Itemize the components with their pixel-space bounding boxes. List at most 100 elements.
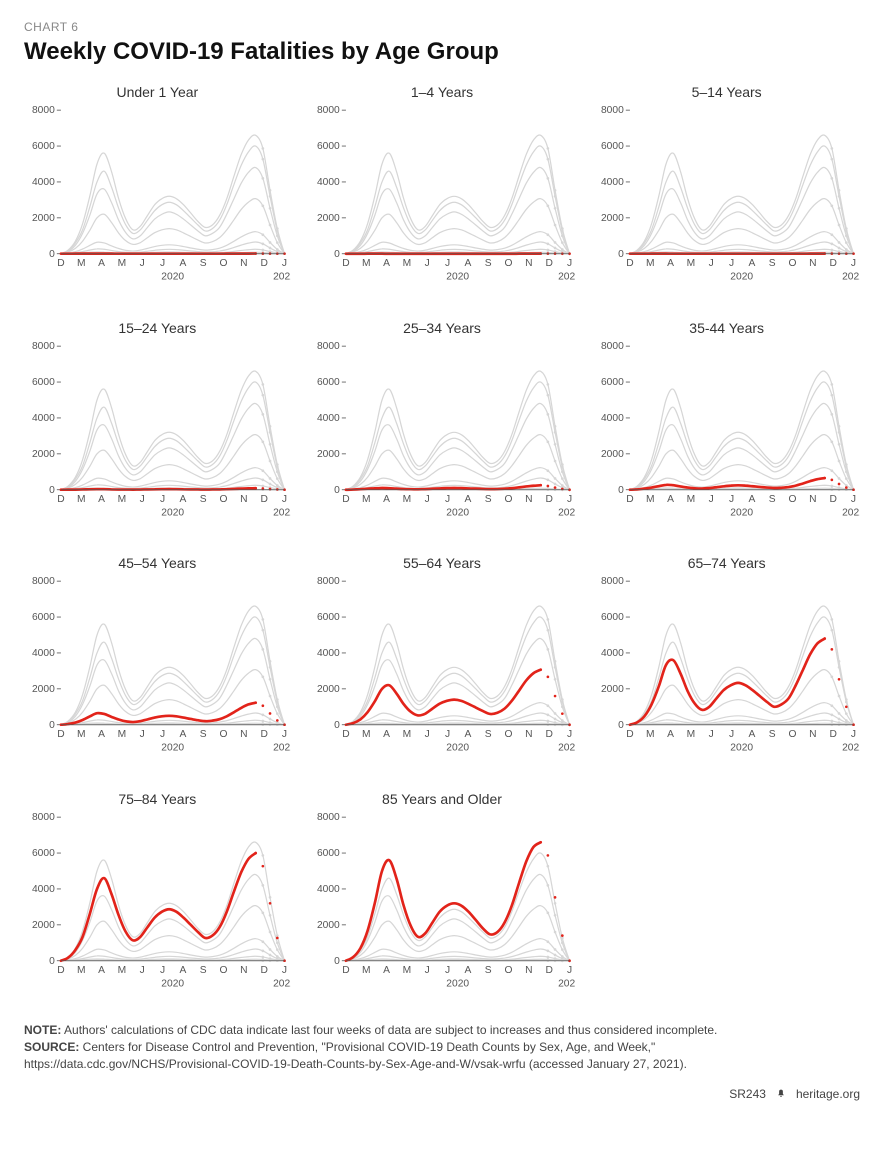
panel-chart: 02000400060008000DMAMJJASONDJ20202021 bbox=[593, 575, 860, 760]
svg-text:D: D bbox=[830, 729, 837, 740]
svg-text:M: M bbox=[77, 965, 86, 976]
svg-text:4000: 4000 bbox=[32, 884, 55, 895]
svg-text:2000: 2000 bbox=[317, 213, 340, 224]
svg-text:6000: 6000 bbox=[601, 141, 624, 152]
svg-text:O: O bbox=[504, 965, 512, 976]
svg-text:D: D bbox=[342, 494, 349, 505]
svg-text:M: M bbox=[362, 258, 371, 269]
panel-title: 65–74 Years bbox=[593, 555, 860, 571]
svg-text:J: J bbox=[567, 965, 572, 976]
svg-text:J: J bbox=[567, 494, 572, 505]
svg-text:8000: 8000 bbox=[317, 105, 340, 116]
svg-text:2021: 2021 bbox=[558, 743, 576, 754]
svg-text:6000: 6000 bbox=[317, 848, 340, 859]
svg-text:0: 0 bbox=[618, 720, 624, 731]
svg-text:M: M bbox=[77, 729, 86, 740]
svg-text:2000: 2000 bbox=[32, 213, 55, 224]
svg-text:M: M bbox=[118, 494, 127, 505]
svg-text:D: D bbox=[627, 494, 634, 505]
footer-id: SR243 bbox=[729, 1087, 766, 1101]
svg-text:M: M bbox=[687, 258, 696, 269]
svg-text:D: D bbox=[545, 729, 552, 740]
svg-text:M: M bbox=[687, 729, 696, 740]
svg-text:J: J bbox=[424, 965, 429, 976]
svg-text:4000: 4000 bbox=[317, 648, 340, 659]
svg-text:A: A bbox=[464, 965, 471, 976]
svg-text:A: A bbox=[383, 494, 390, 505]
svg-text:J: J bbox=[445, 494, 450, 505]
small-multiples-grid: Under 1 Year 0 2000 4000 6000 8000 D M A M J J A S O N D… bbox=[24, 84, 860, 1000]
svg-text:4000: 4000 bbox=[317, 413, 340, 424]
svg-text:M: M bbox=[362, 494, 371, 505]
panel-chart: 02000400060008000DMAMJJASONDJ20202021 bbox=[309, 575, 576, 760]
chart-panel: Under 1 Year02000400060008000DMAMJJASOND… bbox=[24, 84, 291, 294]
svg-text:2000: 2000 bbox=[32, 920, 55, 931]
panel-title: 15–24 Years bbox=[24, 320, 291, 336]
svg-text:O: O bbox=[504, 729, 512, 740]
svg-text:S: S bbox=[484, 494, 491, 505]
svg-text:A: A bbox=[98, 258, 105, 269]
svg-text:S: S bbox=[484, 258, 491, 269]
svg-text:2021: 2021 bbox=[273, 743, 291, 754]
svg-text:D: D bbox=[830, 258, 837, 269]
svg-text:A: A bbox=[464, 729, 471, 740]
svg-text:S: S bbox=[769, 729, 776, 740]
svg-text:A: A bbox=[179, 729, 186, 740]
svg-text:4000: 4000 bbox=[601, 413, 624, 424]
svg-text:S: S bbox=[200, 494, 207, 505]
svg-text:O: O bbox=[504, 258, 512, 269]
svg-text:6000: 6000 bbox=[32, 141, 55, 152]
svg-text:A: A bbox=[383, 729, 390, 740]
svg-text:J: J bbox=[851, 494, 856, 505]
svg-text:O: O bbox=[220, 965, 228, 976]
svg-text:8000: 8000 bbox=[601, 341, 624, 352]
svg-text:D: D bbox=[260, 729, 267, 740]
svg-text:2021: 2021 bbox=[842, 507, 860, 518]
svg-text:S: S bbox=[769, 494, 776, 505]
svg-text:4000: 4000 bbox=[317, 177, 340, 188]
svg-text:A: A bbox=[464, 258, 471, 269]
svg-text:A: A bbox=[749, 729, 756, 740]
svg-text:A: A bbox=[667, 494, 674, 505]
svg-text:M: M bbox=[646, 729, 655, 740]
chart-panel: 45–54 Years02000400060008000DMAMJJASONDJ… bbox=[24, 555, 291, 765]
svg-text:D: D bbox=[342, 729, 349, 740]
svg-text:0: 0 bbox=[618, 249, 624, 260]
svg-text:J: J bbox=[709, 258, 714, 269]
svg-text:2021: 2021 bbox=[842, 743, 860, 754]
panel-title: 25–34 Years bbox=[309, 320, 576, 336]
panel-title: 35-44 Years bbox=[593, 320, 860, 336]
svg-text:A: A bbox=[464, 494, 471, 505]
svg-text:S: S bbox=[769, 258, 776, 269]
svg-text:N: N bbox=[525, 258, 532, 269]
svg-text:S: S bbox=[200, 965, 207, 976]
svg-text:J: J bbox=[424, 729, 429, 740]
svg-text:N: N bbox=[809, 258, 816, 269]
svg-text:2021: 2021 bbox=[558, 507, 576, 518]
panel-title: Under 1 Year bbox=[24, 84, 291, 100]
svg-text:M: M bbox=[362, 729, 371, 740]
svg-text:2021: 2021 bbox=[273, 271, 291, 282]
svg-text:J: J bbox=[282, 729, 287, 740]
panel-title: 5–14 Years bbox=[593, 84, 860, 100]
svg-text:J: J bbox=[160, 729, 165, 740]
svg-text:D: D bbox=[830, 494, 837, 505]
svg-text:M: M bbox=[646, 494, 655, 505]
svg-text:J: J bbox=[282, 494, 287, 505]
svg-text:2021: 2021 bbox=[558, 978, 576, 989]
svg-text:M: M bbox=[402, 965, 411, 976]
svg-text:8000: 8000 bbox=[32, 576, 55, 587]
svg-text:J: J bbox=[140, 965, 145, 976]
svg-text:2000: 2000 bbox=[317, 449, 340, 460]
panel-chart: 02000400060008000DMAMJJASONDJ20202021 bbox=[593, 104, 860, 289]
svg-text:J: J bbox=[424, 494, 429, 505]
svg-text:N: N bbox=[525, 965, 532, 976]
svg-text:J: J bbox=[140, 258, 145, 269]
svg-text:0: 0 bbox=[49, 956, 55, 967]
svg-text:6000: 6000 bbox=[317, 141, 340, 152]
svg-text:4000: 4000 bbox=[32, 413, 55, 424]
svg-text:6000: 6000 bbox=[601, 377, 624, 388]
svg-text:A: A bbox=[179, 965, 186, 976]
svg-text:J: J bbox=[445, 258, 450, 269]
chart-panel: 65–74 Years02000400060008000DMAMJJASONDJ… bbox=[593, 555, 860, 765]
